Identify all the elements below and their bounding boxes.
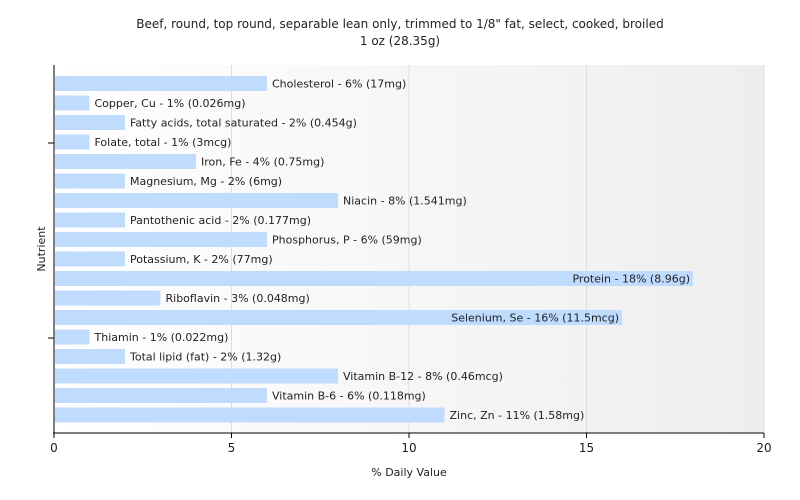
bar [55, 134, 90, 150]
bar [55, 76, 267, 91]
bar [55, 329, 90, 345]
bar-label: Zinc, Zn - 11% (1.58mg) [450, 409, 585, 422]
axes-group: 0 5 10 15 20 [48, 65, 772, 455]
bar [55, 212, 125, 228]
bar [55, 310, 622, 325]
bar-label: Phosphorus, P - 6% (59mg) [272, 234, 422, 247]
bar-label: Thiamin - 1% (0.022mg) [94, 331, 229, 344]
x-tick-label: 10 [401, 441, 416, 455]
x-axis-label: % Daily Value [371, 466, 447, 479]
bar [55, 193, 338, 208]
bar-label: Potassium, K - 2% (77mg) [130, 253, 273, 266]
bar [55, 271, 693, 286]
bar-label: Iron, Fe - 4% (0.75mg) [201, 156, 324, 169]
chart-subtitle: 1 oz (28.35g) [360, 34, 440, 48]
bar-label: Protein - 18% (8.96g) [572, 273, 690, 286]
x-tick-label: 20 [756, 441, 771, 455]
bar [55, 388, 267, 403]
bar [55, 115, 125, 130]
bar [55, 232, 267, 247]
bar [55, 290, 161, 306]
bars-group: Cholesterol - 6% (17mg) Copper, Cu - 1% (… [55, 76, 693, 423]
x-tick-label: 0 [50, 441, 58, 455]
bar-label: Total lipid (fat) - 2% (1.32g) [129, 351, 281, 364]
y-axis-label: Nutrient [35, 226, 48, 272]
bar-label: Selenium, Se - 16% (11.5mcg) [451, 312, 619, 325]
bar-label: Niacin - 8% (1.541mg) [343, 195, 467, 208]
bar-label: Vitamin B-12 - 8% (0.46mcg) [343, 370, 503, 383]
bar [55, 154, 196, 169]
bar-label: Copper, Cu - 1% (0.026mg) [95, 97, 246, 110]
x-tick-label: 15 [579, 441, 594, 455]
bar-label: Fatty acids, total saturated - 2% (0.454… [130, 117, 357, 130]
x-tick-label: 5 [228, 441, 236, 455]
bar [55, 407, 445, 423]
bar [55, 368, 338, 384]
bar-label: Magnesium, Mg - 2% (6mg) [130, 175, 282, 188]
bar [55, 251, 125, 267]
bar [55, 95, 90, 111]
bar [55, 173, 125, 189]
bar-label: Folate, total - 1% (3mcg) [95, 136, 232, 149]
bar [55, 349, 125, 364]
bar-label: Riboflavin - 3% (0.048mg) [166, 292, 310, 305]
bar-label: Pantothenic acid - 2% (0.177mg) [130, 214, 311, 227]
bar-label: Cholesterol - 6% (17mg) [272, 78, 406, 91]
bar-label: Vitamin B-6 - 6% (0.118mg) [272, 390, 426, 403]
chart-title: Beef, round, top round, separable lean o… [136, 17, 663, 31]
